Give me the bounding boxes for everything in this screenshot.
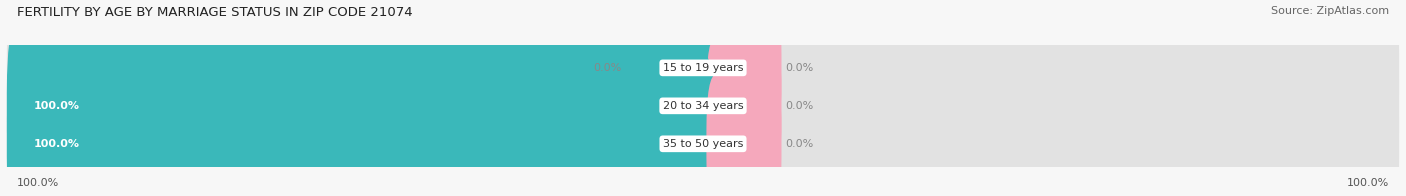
Text: 0.0%: 0.0% [593, 63, 621, 73]
FancyBboxPatch shape [7, 0, 1399, 157]
Text: 0.0%: 0.0% [785, 139, 813, 149]
Text: 100.0%: 100.0% [17, 178, 59, 188]
FancyBboxPatch shape [706, 36, 782, 176]
Text: Source: ZipAtlas.com: Source: ZipAtlas.com [1271, 6, 1389, 16]
Text: 20 to 34 years: 20 to 34 years [662, 101, 744, 111]
Text: 0.0%: 0.0% [785, 63, 813, 73]
Text: FERTILITY BY AGE BY MARRIAGE STATUS IN ZIP CODE 21074: FERTILITY BY AGE BY MARRIAGE STATUS IN Z… [17, 6, 412, 19]
Text: 100.0%: 100.0% [1347, 178, 1389, 188]
FancyBboxPatch shape [706, 74, 782, 196]
Text: 0.0%: 0.0% [785, 101, 813, 111]
FancyBboxPatch shape [7, 17, 1399, 195]
FancyBboxPatch shape [7, 55, 1399, 196]
Text: 100.0%: 100.0% [34, 139, 80, 149]
FancyBboxPatch shape [7, 55, 717, 196]
FancyBboxPatch shape [7, 17, 717, 195]
Text: 15 to 19 years: 15 to 19 years [662, 63, 744, 73]
Text: 35 to 50 years: 35 to 50 years [662, 139, 744, 149]
FancyBboxPatch shape [706, 0, 782, 138]
Text: 100.0%: 100.0% [34, 101, 80, 111]
FancyBboxPatch shape [624, 0, 700, 138]
